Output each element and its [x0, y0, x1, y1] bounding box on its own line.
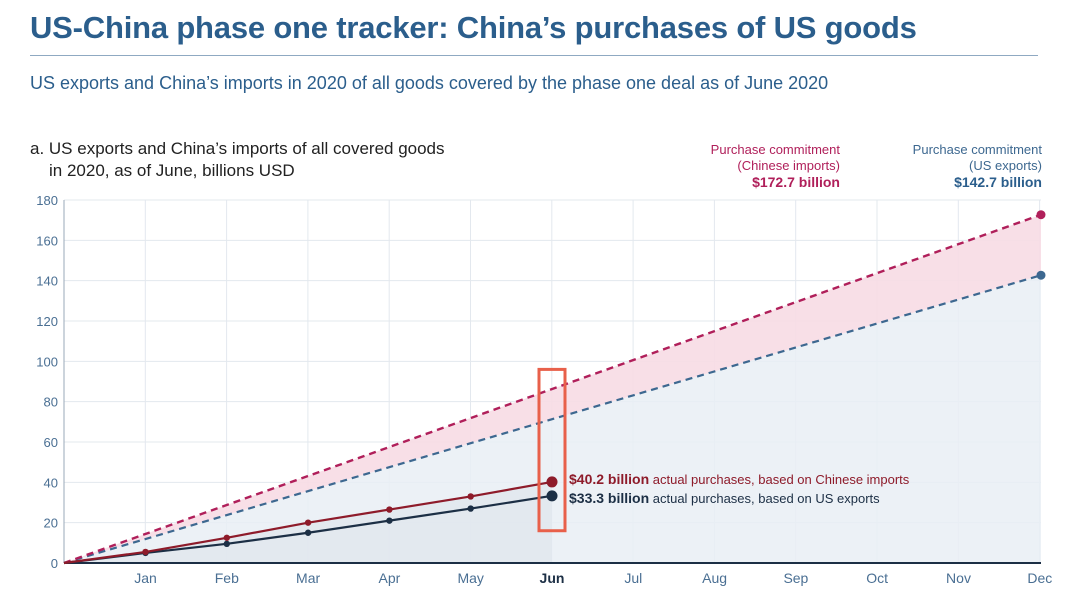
line-us-commitment: [63, 274, 1042, 565]
commitment-chinese-label: Purchase commitment (Chinese imports) $1…: [711, 142, 840, 191]
x-tick-label: Apr: [379, 570, 401, 586]
commitment-us-line1: Purchase commitment: [912, 142, 1042, 157]
commitment-chinese-line1: Purchase commitment: [710, 142, 840, 157]
point-us-actual: [304, 529, 312, 536]
label-chinese-actual-value: $40.2 billion: [569, 471, 649, 487]
panel-title-line2: in 2020, as of June, billions USD: [49, 161, 295, 180]
y-tick-label: 80: [44, 395, 58, 410]
panel-title: a. US exports and China’s imports of all…: [30, 138, 445, 182]
panel-title-line1: a. US exports and China’s imports of all…: [30, 139, 445, 158]
point-chinese-actual: [386, 506, 393, 513]
label-us-actual: $33.3 billion actual purchases, based on…: [569, 490, 880, 506]
x-tick-label: May: [457, 570, 483, 586]
point-us-actual: [386, 517, 393, 524]
line-chinese-commitment: [63, 213, 1042, 565]
point-us-actual: [546, 490, 558, 502]
x-tick-label: Aug: [702, 570, 727, 586]
area-actual: [64, 481, 552, 563]
commitment-us-label: Purchase commitment (US exports) $142.7 …: [913, 142, 1042, 191]
commitment-chinese-value: $172.7 billion: [752, 174, 840, 190]
y-tick-label: 20: [44, 516, 58, 531]
x-tick-label: Oct: [866, 570, 888, 586]
y-tick-label: 140: [36, 274, 58, 289]
x-tick-label: Jan: [134, 570, 157, 586]
y-tick-label: 160: [36, 233, 58, 248]
x-tick-label: Sep: [783, 570, 808, 586]
point-chinese-actual: [142, 548, 149, 556]
x-tick-label: Nov: [946, 570, 971, 586]
x-tick-label: Mar: [296, 570, 320, 586]
highlight-box-june: [537, 367, 567, 533]
y-tick-label: 0: [51, 556, 58, 571]
label-chinese-actual: $40.2 billion actual purchases, based on…: [569, 471, 910, 487]
x-tick-label: Jul: [624, 570, 642, 586]
page-subtitle: US exports and China’s imports in 2020 o…: [30, 73, 829, 93]
point-chinese-actual: [467, 493, 474, 500]
label-us-actual-text: actual purchases, based on US exports: [649, 491, 880, 506]
y-tick-label: 60: [44, 435, 58, 450]
title-divider: [30, 55, 1038, 56]
x-tick-label: Jun: [540, 570, 565, 586]
point-chinese-actual: [546, 476, 558, 488]
y-tick-label: 120: [36, 314, 58, 329]
y-tick-label: 180: [36, 193, 58, 208]
label-chinese-actual-text: actual purchases, based on Chinese impor…: [649, 472, 910, 487]
label-us-actual-value: $33.3 billion: [569, 490, 649, 506]
commitment-chinese-line2: (Chinese imports): [737, 158, 840, 173]
point-us-actual: [467, 505, 474, 512]
y-tick-label: 40: [44, 475, 58, 490]
point-us-actual: [223, 540, 230, 548]
commitment-us-value: $142.7 billion: [954, 174, 1042, 190]
point-chinese-actual: [304, 519, 312, 526]
y-tick-label: 100: [36, 354, 58, 369]
endpoint-us-commitment: [1036, 270, 1046, 280]
commitment-us-line2: (US exports): [969, 158, 1042, 173]
x-tick-label: Dec: [1027, 570, 1052, 586]
page-title: US-China phase one tracker: China’s purc…: [30, 10, 917, 45]
endpoint-chinese-commitment: [1036, 210, 1046, 220]
point-chinese-actual: [223, 534, 230, 541]
x-tick-label: Feb: [215, 570, 239, 586]
